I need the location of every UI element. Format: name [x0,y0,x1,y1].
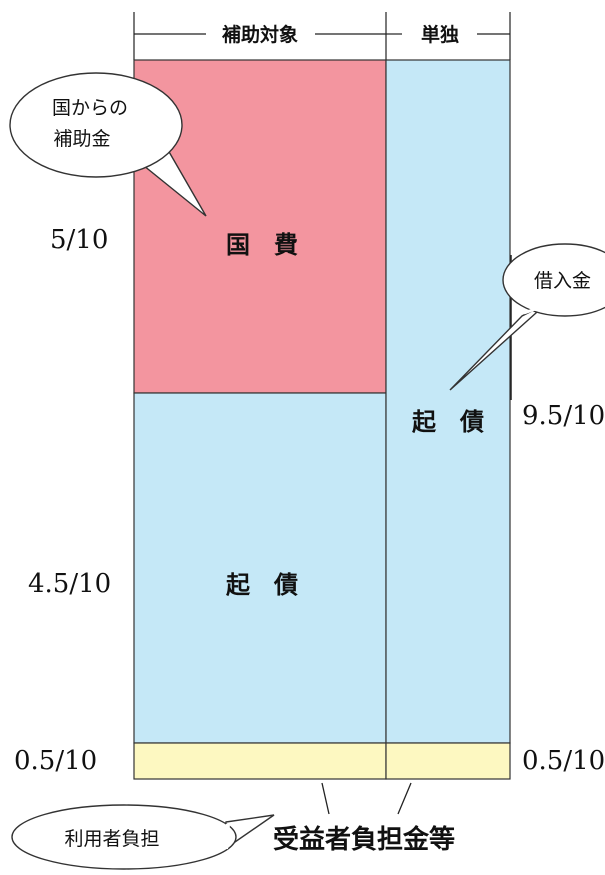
subsidy-callout-bubble [9,72,183,178]
header-label-independent: 単独 [421,23,459,46]
ratio-bond-right: 9.5/10 [522,401,605,431]
bond-left-label: 起 債 [225,571,298,599]
bond-left-block [133,392,387,744]
ratio-bond-left: 4.5/10 [28,569,111,599]
bond-right-block [385,59,511,744]
user-burden-callout-bubble [11,804,237,870]
pointer-line-left [321,782,330,815]
ratio-beneficiary-left: 0.5/10 [14,746,97,776]
subsidy-callout-line1: 国からの [52,97,128,119]
subsidy-callout-line2: 補助金 [53,128,110,150]
pointer-line-right [397,782,412,815]
user-burden-callout-text: 利用者負担 [64,828,159,850]
ratio-beneficiary-right: 0.5/10 [522,746,605,776]
national-label: 国 費 [226,231,298,259]
beneficiary-left-block [133,742,387,780]
beneficiary-burden-label: 受益者負担金等 [273,824,455,855]
beneficiary-right-block [385,742,511,780]
header-label-subsidized: 補助対象 [221,23,298,46]
loan-callout-bubble [502,243,605,317]
ratio-national: 5/10 [50,225,108,255]
bond-right-label: 起 債 [411,408,484,436]
loan-callout-text: 借入金 [534,270,591,292]
